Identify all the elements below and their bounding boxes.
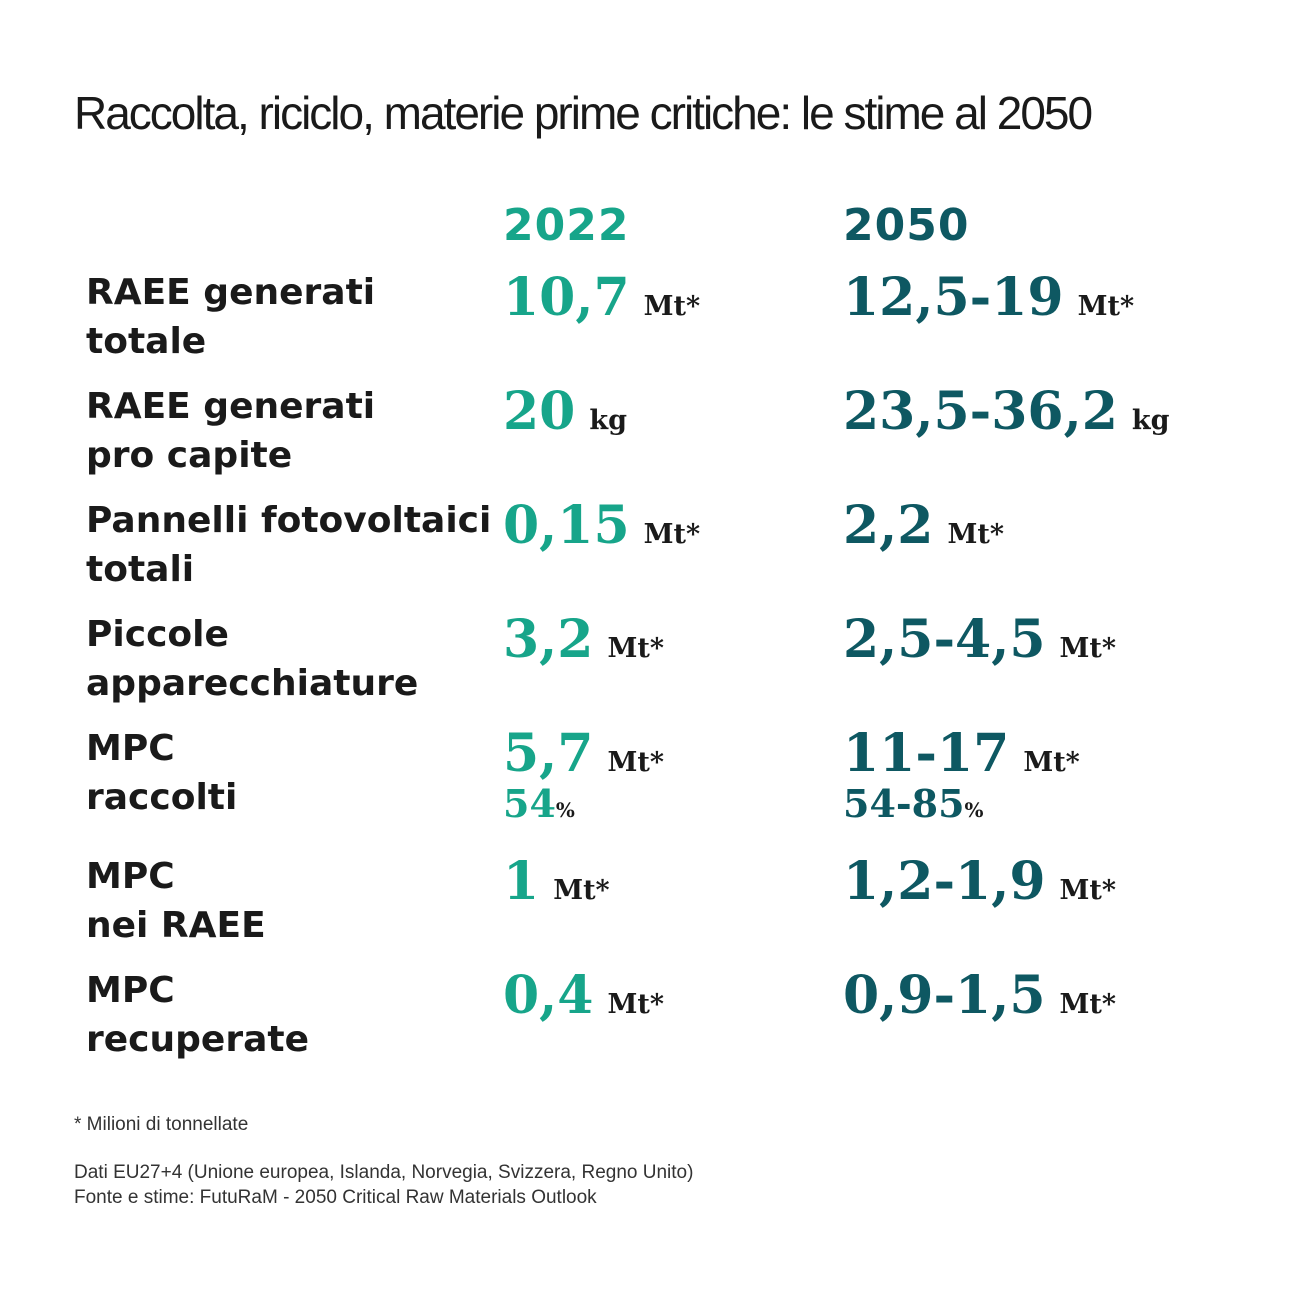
value-number: 0,4 [503,965,594,1026]
source-line: Dati EU27+4 (Unione europea, Islanda, No… [74,1162,694,1183]
row-label-line1: RAEE generati [86,272,376,313]
percent-number: 54-85 [843,781,965,826]
row-label-line2: totali [86,549,195,590]
value-2050: 0,9-1,5 Mt* [843,966,1116,1026]
row-label: MPC raccolti [86,724,237,822]
value-number: 3,2 [503,609,594,670]
percent-sign: % [964,798,984,822]
row-label-line2: nei RAEE [86,905,266,946]
row-label-line1: MPC [86,856,175,897]
row-label-line2: totale [86,321,207,362]
value-percent: 54% [503,782,664,832]
value-2022: 0,15 Mt* [503,496,700,556]
row-label: RAEE generati totale [86,268,375,366]
value-2050: 11-17 Mt* 54-85% [843,724,1080,832]
row-label: Piccole apparecchiature [86,610,418,708]
value-unit: Mt* [1077,291,1135,322]
value-unit: Mt* [1059,633,1116,664]
value-2022: 1 Mt* [503,852,610,912]
value-unit: Mt* [643,519,701,550]
row-label: MPC recuperate [86,966,309,1064]
source-line: Fonte e stime: FutuRaM - 2050 Critical R… [74,1187,597,1208]
row-label-line1: RAEE generati [86,386,376,427]
value-number: 2,5-4,5 [843,609,1046,670]
chart-title: Raccolta, riciclo, materie prime critich… [74,87,1093,139]
value-2050: 2,2 Mt* [843,496,1004,556]
value-unit: Mt* [1023,747,1080,778]
year-2050-header: 2050 [843,200,970,251]
value-2022: 3,2 Mt* [503,610,664,670]
value-2022: 10,7 Mt* [503,268,700,328]
row-label-line2: apparecchiature [86,663,419,704]
value-unit: Mt* [643,291,701,322]
value-unit: Mt* [607,747,664,778]
value-unit: Mt* [607,633,664,664]
value-unit: Mt* [1059,875,1116,906]
value-number: 20 [503,381,576,442]
value-number: 11-17 [843,723,1010,784]
row-label: RAEE generati pro capite [86,382,375,480]
value-2050: 12,5-19 Mt* [843,268,1134,328]
row-label: Pannelli fotovoltaici totali [86,496,491,594]
percent-sign: % [555,798,575,822]
value-number: 5,7 [503,723,594,784]
value-2050: 2,5-4,5 Mt* [843,610,1116,670]
value-number: 10,7 [503,267,630,328]
value-2022: 0,4 Mt* [503,966,664,1026]
value-2050: 23,5-36,2 kg [843,382,1169,442]
value-number: 23,5-36,2 [843,381,1118,442]
value-number: 2,2 [843,495,934,556]
footnote: * Milioni di tonnellate [74,1114,249,1135]
row-label-line2: pro capite [86,435,293,476]
value-percent: 54-85% [843,782,1080,832]
value-number: 0,9-1,5 [843,965,1046,1026]
value-2022: 5,7 Mt* 54% [503,724,664,832]
value-2022: 20 kg [503,382,627,442]
value-number: 12,5-19 [843,267,1064,328]
value-unit: Mt* [947,519,1004,550]
row-label-line1: MPC [86,728,175,769]
value-unit: Mt* [1059,989,1116,1020]
value-unit: Mt* [607,989,664,1020]
row-label-line1: Piccole [86,614,229,655]
value-2050: 1,2-1,9 Mt* [843,852,1116,912]
row-label-line1: Pannelli fotovoltaici [86,500,492,541]
value-unit: kg [1131,405,1170,436]
row-label-line1: MPC [86,970,175,1011]
value-number: 1 [503,851,540,912]
value-unit: Mt* [553,875,610,906]
row-label-line2: recuperate [86,1019,309,1060]
percent-number: 54 [503,781,556,826]
value-number: 1,2-1,9 [843,851,1046,912]
row-label: MPC nei RAEE [86,852,266,950]
value-number: 0,15 [503,495,630,556]
value-unit: kg [589,405,627,436]
row-label-line2: raccolti [86,777,238,818]
year-2022-header: 2022 [503,200,630,251]
